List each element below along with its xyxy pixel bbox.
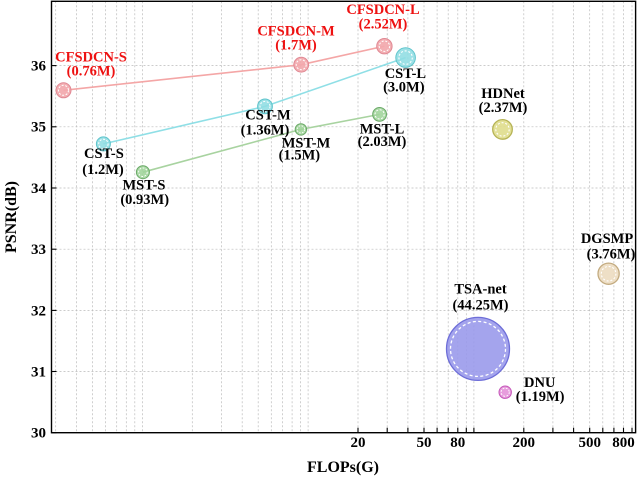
svg-text:FLOPs(G): FLOPs(G) <box>307 459 379 476</box>
svg-text:32: 32 <box>31 303 46 319</box>
svg-text:(2.03M): (2.03M) <box>358 134 407 150</box>
svg-text:35: 35 <box>31 120 46 136</box>
svg-text:(0.93M): (0.93M) <box>120 192 169 208</box>
svg-text:50: 50 <box>417 435 432 451</box>
svg-text:(44.25M): (44.25M) <box>453 298 509 314</box>
svg-text:(2.52M): (2.52M) <box>359 17 408 33</box>
svg-text:(0.76M): (0.76M) <box>67 64 116 80</box>
svg-text:(1.5M): (1.5M) <box>279 148 321 164</box>
svg-text:(2.37M): (2.37M) <box>479 100 528 116</box>
svg-text:CST-M: CST-M <box>245 108 291 124</box>
svg-text:(1.19M): (1.19M) <box>516 389 565 405</box>
svg-text:34: 34 <box>31 181 47 197</box>
svg-text:TSA-net: TSA-net <box>454 282 507 298</box>
svg-text:20: 20 <box>351 435 366 451</box>
svg-text:(3.0M): (3.0M) <box>383 80 425 96</box>
svg-text:200: 200 <box>513 435 536 451</box>
svg-text:500: 500 <box>578 435 601 451</box>
svg-text:CST-S: CST-S <box>84 146 124 162</box>
svg-text:(1.2M): (1.2M) <box>82 162 124 178</box>
svg-text:DGSMP: DGSMP <box>581 231 634 247</box>
svg-text:(1.7M): (1.7M) <box>275 38 317 54</box>
svg-text:80: 80 <box>450 435 465 451</box>
svg-text:36: 36 <box>31 59 47 75</box>
svg-text:30: 30 <box>31 426 46 442</box>
svg-text:800: 800 <box>612 435 635 451</box>
svg-text:(3.76M): (3.76M) <box>587 247 636 263</box>
svg-text:PSNR(dB): PSNR(dB) <box>3 181 20 253</box>
svg-text:31: 31 <box>31 364 46 380</box>
svg-text:33: 33 <box>31 242 46 258</box>
